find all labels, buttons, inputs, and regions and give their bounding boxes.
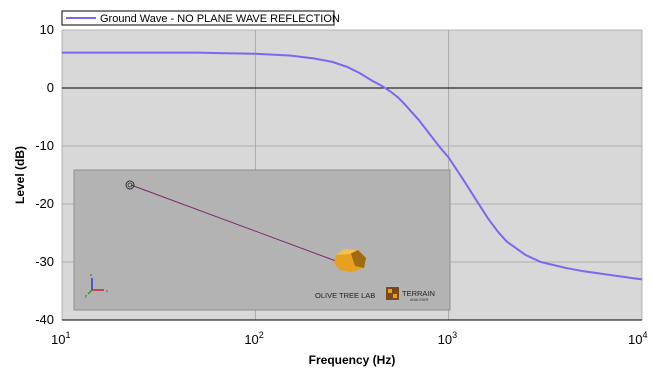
- terrain-inset: z x y OLIVE TREE LAB TERRAIN ANALYSER: [73, 169, 451, 311]
- y-tick-labels: 10 0 -10 -20 -30 -40: [35, 22, 54, 327]
- y-tick-label: -10: [35, 138, 54, 153]
- y-tick-label: 10: [40, 22, 54, 37]
- series-line-ground-wave: [62, 51, 643, 281]
- inset-background: [73, 169, 451, 311]
- brand-logo-icon: [386, 287, 399, 300]
- propagation-path: [130, 184, 345, 265]
- x-tick-label: 101: [51, 330, 70, 347]
- y-tick-label: -20: [35, 196, 54, 211]
- legend-box: [61, 10, 335, 26]
- y-tick-label: -30: [35, 254, 54, 269]
- svg-text:y: y: [85, 294, 87, 298]
- x-tick-label: 102: [244, 330, 263, 347]
- legend: Ground Wave - NO PLANE WAVE REFLECTION: [61, 10, 340, 26]
- brand-olive-tree-lab: OLIVE TREE LAB: [315, 291, 375, 300]
- legend-label: Ground Wave - NO PLANE WAVE REFLECTION: [100, 13, 340, 25]
- x-tick-label: 103: [438, 330, 457, 347]
- y-tick-label: -40: [35, 312, 54, 327]
- source-icon: [125, 180, 135, 190]
- y-tick-label: 0: [47, 80, 54, 95]
- axes-gizmo-icon: z x y: [85, 273, 108, 298]
- brand-analyser: ANALYSER: [410, 298, 429, 302]
- brand-terrain: TERRAIN: [402, 289, 435, 298]
- svg-text:x: x: [106, 289, 108, 293]
- y-axis-label: Level (dB): [13, 146, 27, 204]
- receiver-icon: [334, 249, 366, 272]
- svg-text:z: z: [90, 273, 92, 277]
- x-axis-label: Frequency (Hz): [309, 353, 396, 367]
- x-tick-labels: 101 102 103 104: [51, 330, 647, 347]
- x-tick-label: 104: [628, 330, 647, 347]
